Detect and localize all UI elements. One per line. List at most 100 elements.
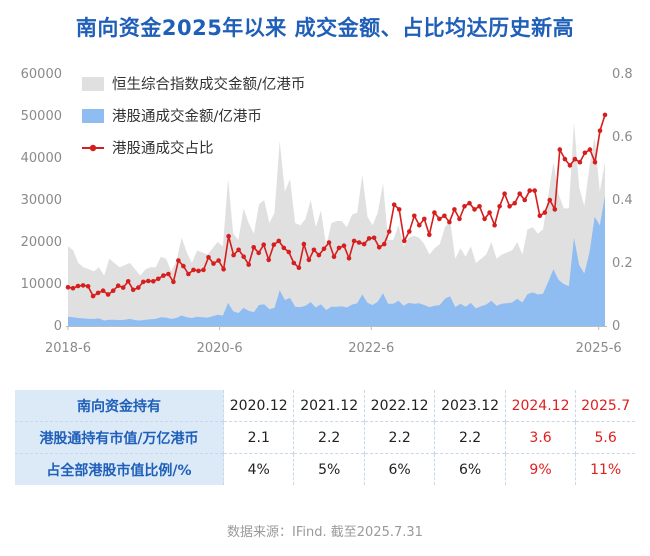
ratio-point xyxy=(512,200,517,206)
ratio-point xyxy=(206,254,211,260)
ratio-point xyxy=(90,293,96,299)
ratio-point xyxy=(376,245,382,250)
ratio-point xyxy=(281,245,287,251)
ratio-point xyxy=(497,204,502,209)
ratio-point xyxy=(467,200,472,206)
ratio-point xyxy=(336,245,342,251)
y-left-tick-label: 0 xyxy=(54,319,62,334)
ratio-point xyxy=(386,229,392,234)
ratio-point xyxy=(141,279,146,285)
ratio-point xyxy=(65,285,71,290)
ratio-point xyxy=(341,243,347,248)
ratio-point xyxy=(567,163,573,168)
table-cell: 2.1 xyxy=(222,421,294,454)
ratio-point xyxy=(321,246,327,252)
ratio-point xyxy=(246,262,251,267)
y-left-tick-label: 60000 xyxy=(21,67,62,82)
ratio-point xyxy=(115,283,121,289)
legend-swatch-connect xyxy=(82,109,104,123)
ratio-point xyxy=(427,232,432,237)
ratio-point xyxy=(130,287,136,293)
connect-turnover-area xyxy=(68,195,605,326)
ratio-point xyxy=(266,257,272,263)
ratio-point xyxy=(366,236,372,241)
table-header-cell: 2020.12 xyxy=(222,390,294,422)
table-header-cell: 2022.12 xyxy=(363,390,435,422)
table-cell: 2.2 xyxy=(293,421,365,454)
ratio-point xyxy=(146,278,151,284)
ratio-point xyxy=(351,238,357,244)
left-y-axis: 0 10000 20000 30000 40000 50000 60000 xyxy=(21,67,62,334)
table-header-cell: 2023.12 xyxy=(434,390,506,422)
ratio-point xyxy=(381,241,387,247)
ratio-point xyxy=(311,247,317,253)
ratio-point xyxy=(447,219,452,225)
holdings-table: 南向资金持有 2020.12 2021.12 2022.12 2023.12 2… xyxy=(15,390,635,485)
table-header-cell: 2024.12 xyxy=(504,390,576,422)
table-cell: 2.2 xyxy=(363,421,435,454)
ratio-point xyxy=(191,267,196,273)
ratio-point xyxy=(110,288,116,294)
ratio-point xyxy=(251,245,256,250)
table-row: 港股通持有市值/万亿港币 2.1 2.2 2.2 2.2 3.6 5.6 xyxy=(15,421,635,454)
ratio-point xyxy=(492,222,497,228)
ratio-point xyxy=(120,285,126,290)
ratio-point xyxy=(532,188,537,193)
ratio-point xyxy=(442,213,447,219)
x-tick-label: 2018-6 xyxy=(45,341,91,356)
chart-title: 南向资金2025年以来 成交金额、占比均达历史新高 xyxy=(75,16,575,40)
ratio-point xyxy=(482,216,487,222)
ratio-point xyxy=(547,197,553,203)
ratio-point xyxy=(371,235,377,241)
table-cell: 5% xyxy=(293,453,365,485)
table-cell: 5.6 xyxy=(575,421,635,454)
y-left-tick-label: 40000 xyxy=(21,151,62,166)
ratio-point xyxy=(176,258,181,263)
ratio-point xyxy=(557,147,563,152)
source-note: 数据来源：IFind. 截至2025.7.31 xyxy=(227,525,423,540)
ratio-point xyxy=(346,255,352,261)
ratio-point xyxy=(472,207,477,212)
ratio-point xyxy=(417,222,422,228)
ratio-point xyxy=(437,216,442,222)
ratio-point xyxy=(261,242,267,247)
ratio-point xyxy=(100,288,106,294)
legend-label: 恒生综合指数成交金额/亿港币 xyxy=(112,75,305,93)
ratio-point xyxy=(361,241,367,247)
legend-label: 港股通成交占比 xyxy=(112,139,214,157)
ratio-point xyxy=(356,240,362,245)
x-tick-label: 2022-6 xyxy=(348,341,394,356)
ratio-point xyxy=(522,197,527,203)
ratio-point xyxy=(331,254,337,259)
table-cell: 4% xyxy=(222,453,294,485)
ratio-point xyxy=(221,267,226,272)
ratio-point xyxy=(181,263,186,269)
connect-ratio-line-group xyxy=(65,112,608,299)
ratio-point xyxy=(271,242,277,247)
table-header-label: 南向资金持有 xyxy=(15,390,224,422)
y-left-tick-label: 50000 xyxy=(21,109,62,124)
ratio-point xyxy=(291,260,297,266)
ratio-point xyxy=(196,268,201,274)
table-row: 占全部港股市值比例/% 4% 5% 6% 6% 9% 11% xyxy=(15,453,635,485)
y-left-tick-label: 10000 xyxy=(21,277,62,292)
ratio-point xyxy=(587,147,593,152)
ratio-point xyxy=(286,249,292,255)
right-y-axis: 0 0.2 0.4 0.6 0.8 xyxy=(612,67,633,334)
table-cell: 3.6 xyxy=(504,421,576,454)
ratio-point xyxy=(432,210,437,215)
table-cell: 6% xyxy=(363,453,435,485)
ratio-point xyxy=(296,265,302,271)
y-right-tick-label: 0.4 xyxy=(612,193,633,208)
y-right-tick-label: 0.2 xyxy=(612,256,633,271)
ratio-point xyxy=(316,252,322,258)
ratio-point xyxy=(136,285,141,290)
ratio-point xyxy=(502,191,507,196)
ratio-point xyxy=(231,252,236,258)
table-row-label: 占全部港股市值比例/% xyxy=(15,453,224,485)
ratio-point xyxy=(166,271,171,277)
x-tick-label: 2025-6 xyxy=(576,341,622,356)
ratio-point xyxy=(276,238,282,244)
table-cell: 6% xyxy=(434,453,506,485)
legend-swatch-hsi xyxy=(82,77,104,91)
